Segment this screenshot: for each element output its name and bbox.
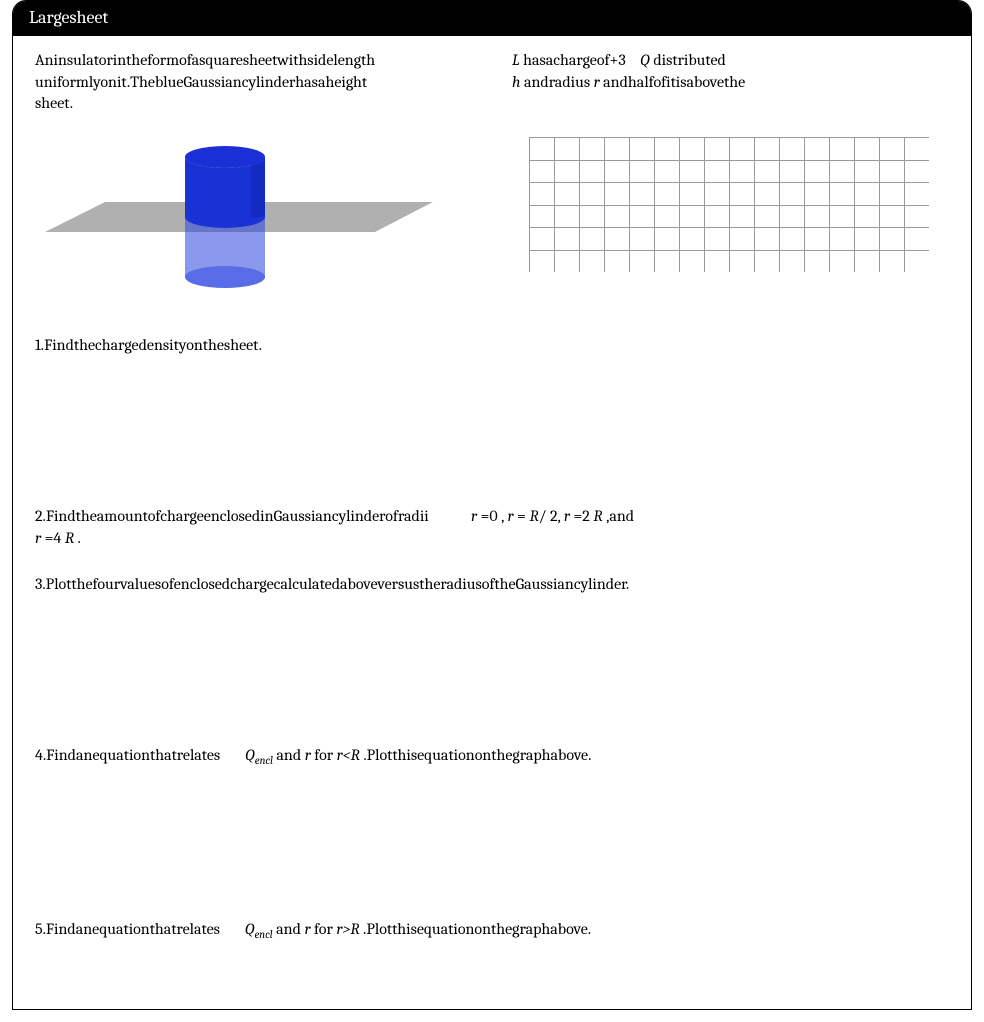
q5-Q: Q bbox=[245, 920, 255, 938]
cylinder-diagram bbox=[35, 137, 455, 307]
q2-b2: =0 , bbox=[477, 507, 508, 525]
figures-row bbox=[35, 137, 949, 307]
var-L: L bbox=[512, 51, 520, 69]
intro-text: Aninsulatorintheformofasquaresheetwithsi… bbox=[35, 50, 949, 115]
intro-right: L hasachargeof+3 Q distributed h andradi… bbox=[512, 50, 949, 115]
q4-a: 4.Findanequationthatrelates bbox=[35, 746, 220, 764]
question-4: 4.Findanequationthatrelates Qencl and r … bbox=[35, 745, 949, 769]
q4-Q: Q bbox=[245, 746, 255, 764]
q2-R1: R bbox=[529, 507, 538, 525]
q4-end: .Plotthisequationonthegraphabove. bbox=[360, 746, 592, 764]
var-Q: Q bbox=[640, 51, 650, 69]
q5-m2: for bbox=[310, 920, 336, 938]
answer-grid bbox=[529, 137, 949, 272]
q4-r2: r<R bbox=[337, 746, 360, 764]
intro-line3-left: sheet. bbox=[35, 94, 73, 112]
q5-end: .Plotthisequationonthegraphabove. bbox=[360, 920, 592, 938]
intro-left: Aninsulatorintheformofasquaresheetwithsi… bbox=[35, 50, 472, 115]
intro-r2b: andhalfofitisabovethe bbox=[600, 73, 746, 91]
cylinder-svg bbox=[35, 137, 435, 307]
panel-content: Aninsulatorintheformofasquaresheetwithsi… bbox=[13, 36, 971, 953]
q5-sub: encl bbox=[255, 928, 273, 941]
q1-text: 1.Findthechargedensityonthesheet. bbox=[35, 336, 262, 354]
q4-m1: and bbox=[273, 746, 305, 764]
question-3: 3.Plotthefourvaluesofenclosedchargecalcu… bbox=[35, 574, 949, 596]
q4-sub: encl bbox=[255, 754, 273, 767]
intro-r2a: andradius bbox=[520, 73, 593, 91]
q3-text: 3.Plotthefourvaluesofenclosedchargecalcu… bbox=[35, 575, 629, 593]
intro-r1b: distributed bbox=[650, 51, 726, 69]
q2-c4: . bbox=[74, 529, 81, 547]
q2-b8: =2 bbox=[570, 507, 593, 525]
q2-R2: R bbox=[593, 507, 602, 525]
question-1: 1.Findthechargedensityonthesheet. bbox=[35, 335, 949, 357]
q2-b10: ,and bbox=[603, 507, 635, 525]
q5-r2: r>R bbox=[336, 920, 359, 938]
page: Largesheet Aninsulatorintheformofasquare… bbox=[0, 0, 984, 1022]
q2-b6: / 2, bbox=[539, 507, 564, 525]
grid-svg bbox=[529, 137, 929, 272]
q2-a: 2.FindtheamountofchargeenclosedinGaussia… bbox=[35, 507, 429, 525]
question-2: 2.FindtheamountofchargeenclosedinGaussia… bbox=[35, 506, 949, 549]
q2-R3: R bbox=[65, 529, 74, 547]
q2-b4: = bbox=[514, 507, 530, 525]
q4-m2: for bbox=[311, 746, 337, 764]
panel-header: Largesheet bbox=[13, 1, 971, 36]
q2-c2: =4 bbox=[41, 529, 65, 547]
intro-line1-left: Aninsulatorintheformofasquaresheetwithsi… bbox=[35, 51, 375, 69]
q5-m1: and bbox=[273, 920, 305, 938]
intro-r1a: hasachargeof+3 bbox=[520, 51, 626, 69]
intro-line2-left: uniformlyonit.TheblueGaussiancylinderhas… bbox=[35, 73, 367, 91]
panel-title: Largesheet bbox=[29, 7, 108, 28]
worksheet-panel: Largesheet Aninsulatorintheformofasquare… bbox=[12, 0, 972, 1010]
question-5: 5.Findanequationthatrelates Qencl and r … bbox=[35, 919, 949, 943]
q5-a: 5.Findanequationthatrelates bbox=[35, 920, 220, 938]
